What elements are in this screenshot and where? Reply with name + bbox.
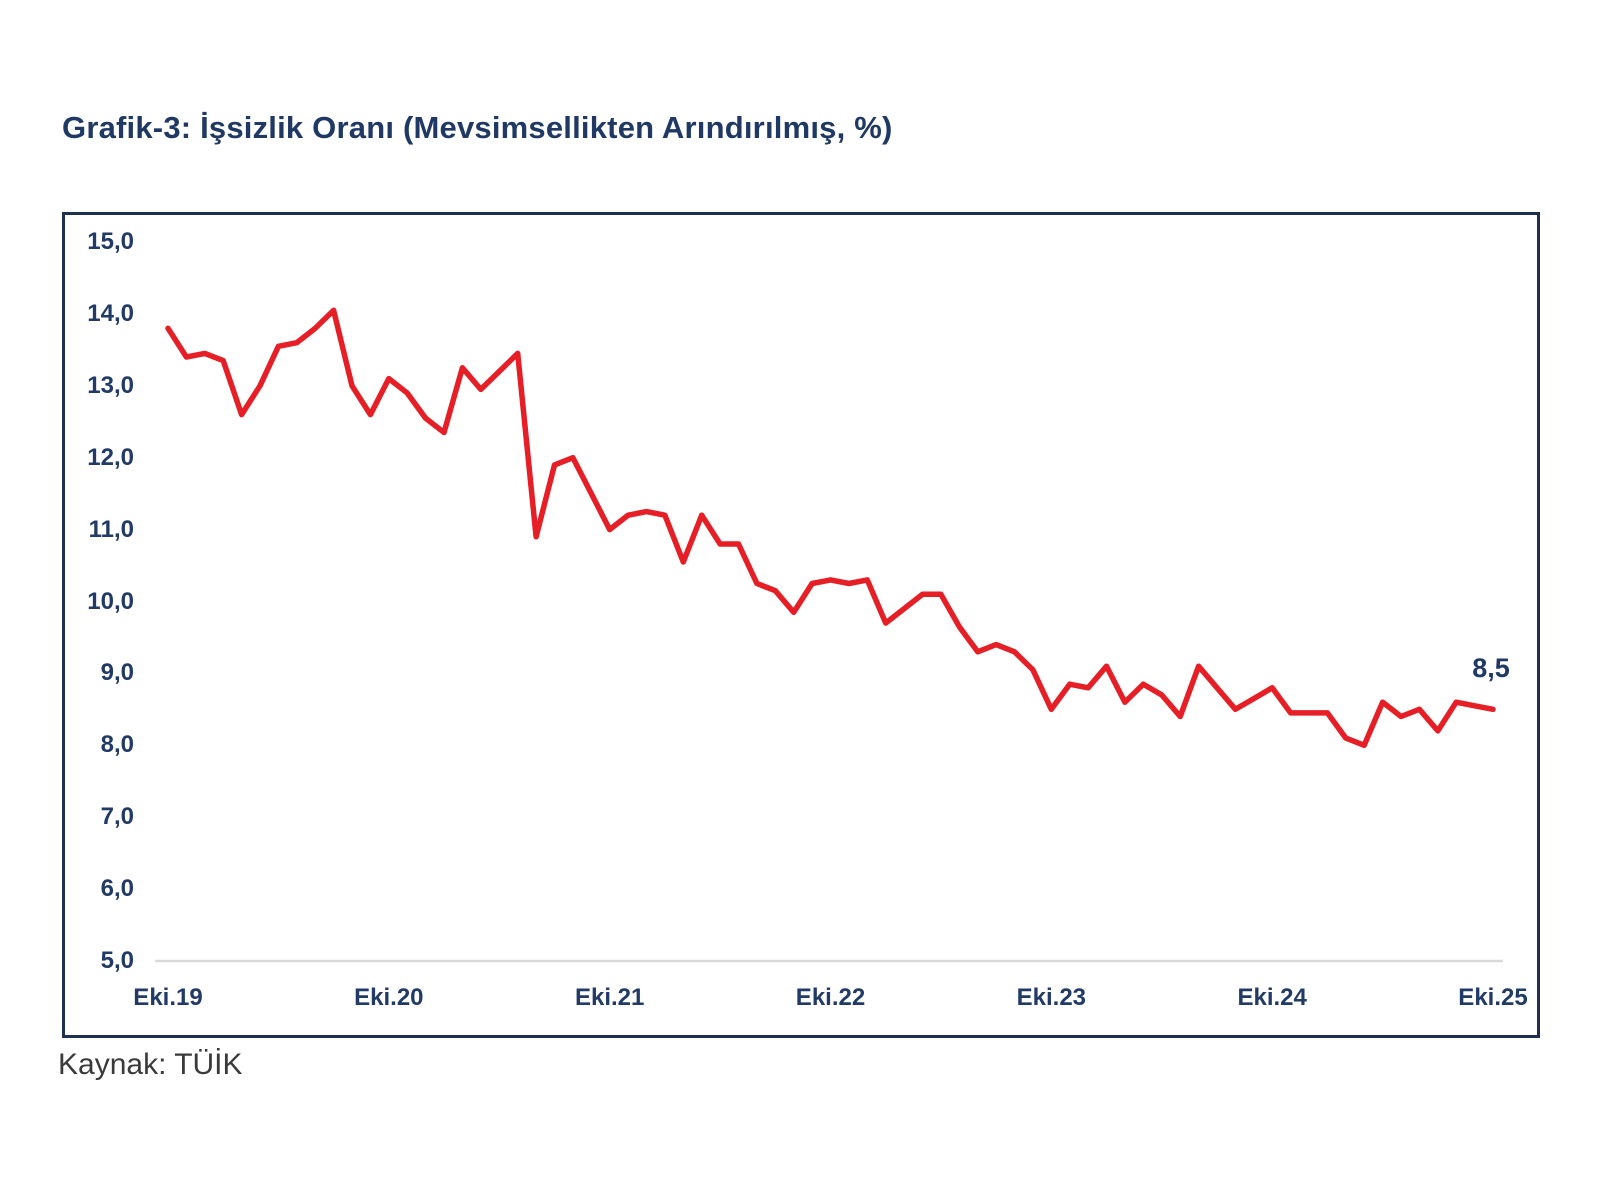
x-tick-label: Eki.25: [1458, 984, 1528, 1011]
y-tick-label: 14,0: [87, 299, 134, 327]
y-tick-label: 9,0: [100, 659, 134, 687]
y-tick-label: 5,0: [100, 947, 134, 974]
x-tick-label: Eki.22: [795, 984, 866, 1011]
x-tick-label: Eki.23: [1016, 984, 1087, 1011]
chart-frame: [62, 212, 1540, 1038]
x-tick-label: Eki.21: [574, 984, 645, 1011]
source-note: Kaynak: TÜİK: [58, 1048, 243, 1081]
y-tick-label: 7,0: [100, 803, 134, 831]
y-tick-label: 8,0: [100, 731, 134, 759]
x-tick-label: Eki.20: [354, 984, 424, 1011]
y-tick-label: 11,0: [88, 515, 134, 543]
y-tick-label: 10,0: [87, 587, 134, 615]
y-tick-label: 15,0: [87, 228, 134, 255]
y-tick-label: 13,0: [87, 371, 134, 399]
last-value-label: 8,5: [1472, 653, 1510, 684]
x-tick-label: Eki.24: [1237, 984, 1307, 1011]
x-tick-label: Eki.19: [133, 984, 203, 1011]
y-tick-label: 12,0: [87, 443, 134, 471]
y-tick-label: 6,0: [100, 875, 134, 903]
chart-title: Grafik-3: İşsizlik Oranı (Mevsimsellikte…: [62, 110, 893, 145]
